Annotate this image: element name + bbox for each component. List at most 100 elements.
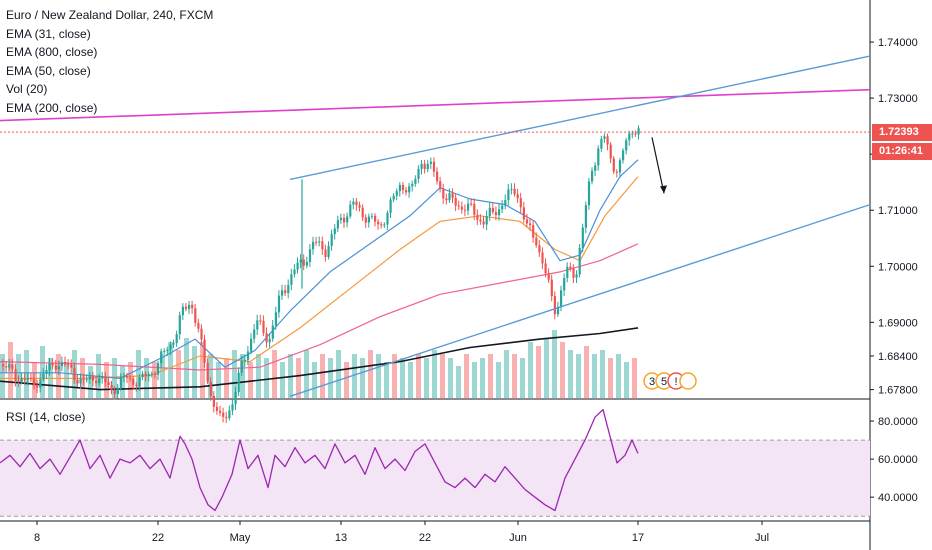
candle-body [327,245,330,257]
volume-bar [448,358,453,398]
candle-body [240,361,243,373]
time-tick-label: Jul [755,532,769,544]
candle-body [637,128,640,135]
candle-body [473,203,476,215]
candle-body [54,365,57,370]
candle-body [259,320,262,322]
candle-body [563,278,566,291]
candle-body [439,181,442,189]
candle-body [467,203,470,211]
candle-body [26,378,29,380]
candle-body [343,217,346,223]
candle-body [423,163,426,170]
candle-body [45,370,48,374]
volume-bar [632,358,637,398]
chart-title: Euro / New Zealand Dollar, 240, FXCM [6,8,214,22]
candle-body [432,161,436,172]
volume-bar [592,354,597,398]
candle-body [631,133,634,135]
candle-body [284,290,287,294]
forecast-arrow [651,137,665,194]
volume-bar [232,350,237,398]
candle-body [153,373,157,375]
candle-body [364,217,367,223]
candle-body [262,320,265,334]
candle-body [501,205,504,210]
legend-study-ema50[interactable]: EMA (50, close) [6,63,91,78]
candle-body [178,315,181,335]
candle-body [479,219,482,222]
candle-body [625,140,628,151]
candle-body [256,320,259,330]
candle-body [116,387,119,395]
candle-body [525,219,529,224]
candle-body [5,366,8,368]
candle-body [129,377,132,379]
candle-body [17,380,20,382]
candle-body [550,279,553,297]
volume-bar [392,354,397,398]
candle-body [541,252,544,264]
candle-body [23,378,26,380]
volume-bar [624,362,629,398]
candle-body [184,306,188,309]
volume-bar [600,350,605,398]
candle-body [597,148,600,166]
candle-body [374,215,377,222]
candle-body [315,241,318,243]
candle-body [138,377,141,387]
legend-study-ema200[interactable]: EMA (200, close) [6,100,98,115]
volume-bar [440,354,445,398]
volume-bar [328,358,333,398]
candle-body [448,193,451,201]
candle-body [113,389,116,395]
candle-body [401,185,405,191]
candle-body [253,329,256,339]
candle-body [33,378,36,386]
volume-bar [320,354,325,398]
candle-body [281,290,284,296]
candle-body [352,201,355,205]
candle-body [398,185,401,192]
candle-body [246,351,250,360]
candle-body [429,161,432,164]
legend-study-ema800[interactable]: EMA (800, close) [6,45,98,59]
candle-body [494,212,498,216]
candle-body [197,322,200,329]
candle-body [209,381,212,396]
candle-body [299,259,302,263]
time-tick-label: 13 [335,532,347,544]
candle-body [222,412,225,417]
volume-bar [376,354,381,398]
volume-bar [40,346,45,398]
volume-bar [512,354,517,398]
candle-body [333,228,336,235]
candle-body [48,363,51,371]
candle-body [591,170,594,182]
legend-study-volume[interactable]: Vol (20) [6,82,48,96]
candle-body [560,290,563,307]
candle-body [308,249,312,262]
volume-bar [416,354,421,398]
candle-body [228,410,231,419]
rsi-tick-label: 40.0000 [878,492,918,504]
candle-body [98,378,101,384]
candle-body [460,206,463,210]
candle-body [231,404,234,411]
candle-body [119,376,122,388]
candle-body [355,201,358,206]
magenta-trendline [0,88,871,122]
candle-body [76,379,79,384]
price-tick-label: 1.74000 [878,37,918,49]
candle-body [67,364,70,366]
volume-bar [432,350,437,398]
volume-bar [456,366,461,398]
rsi-legend[interactable]: RSI (14, close) [6,410,86,424]
candle-body [553,296,556,315]
legend-study-ema31[interactable]: EMA (31, close) [6,26,91,41]
upper-channel-line [289,55,871,181]
forecast-arrow-head [660,185,667,194]
candle-body [312,241,315,250]
candle-body [339,217,343,221]
